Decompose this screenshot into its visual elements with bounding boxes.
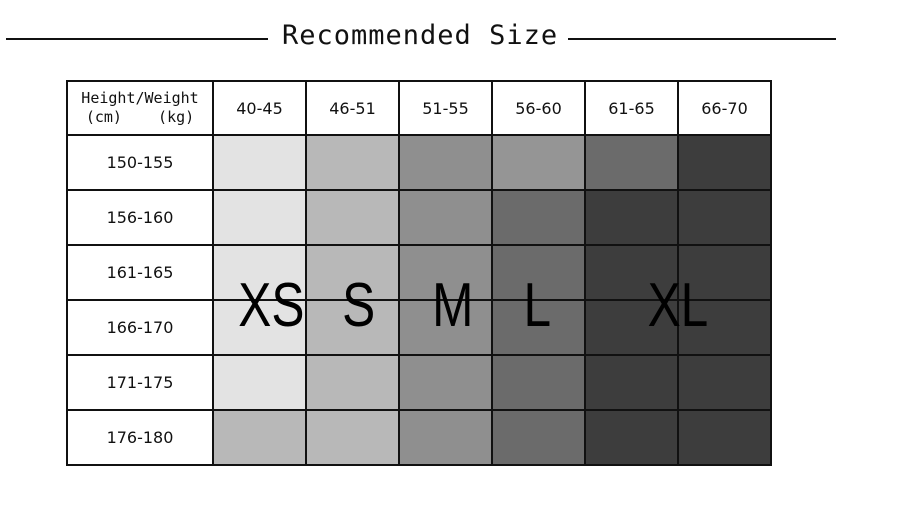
- size-cell: [212, 134, 307, 191]
- size-cell: [212, 244, 307, 301]
- size-cell: [398, 354, 493, 411]
- corner-line-2: (cm) (kg): [85, 108, 195, 126]
- size-cell: [212, 189, 307, 246]
- table-row: 166-170: [66, 299, 772, 356]
- title-rule-left: [6, 38, 268, 40]
- size-cell: [491, 244, 586, 301]
- table-row: 161-165: [66, 244, 772, 301]
- size-cell: [305, 409, 400, 466]
- size-cell: [305, 354, 400, 411]
- size-cell: [677, 244, 772, 301]
- height-cell: 161-165: [66, 244, 214, 301]
- size-cell: [398, 299, 493, 356]
- page-title: Recommended Size: [282, 20, 559, 51]
- weight-header: 56-60: [491, 80, 586, 136]
- size-cell: [398, 189, 493, 246]
- corner-line-1: Height/Weight: [81, 89, 199, 107]
- corner-header: Height/Weight (cm) (kg): [66, 80, 214, 136]
- weight-header: 66-70: [677, 80, 772, 136]
- size-label-xl: XL: [647, 271, 709, 340]
- table-row: 171-175: [66, 354, 772, 411]
- size-cell: [305, 244, 400, 301]
- size-cell: [212, 354, 307, 411]
- height-cell: 176-180: [66, 409, 214, 466]
- size-cell: [677, 299, 772, 356]
- title-rule-right: [568, 38, 836, 40]
- table-row: 156-160: [66, 189, 772, 246]
- height-cell: 171-175: [66, 354, 214, 411]
- weight-header: 51-55: [398, 80, 493, 136]
- size-cell: [491, 189, 586, 246]
- size-cell: [677, 189, 772, 246]
- size-cell: [584, 354, 679, 411]
- size-label-l: L: [523, 271, 552, 340]
- size-cell: [212, 409, 307, 466]
- size-cell: [491, 354, 586, 411]
- size-cell: [398, 409, 493, 466]
- table-row: 150-155: [66, 134, 772, 191]
- height-cell: 166-170: [66, 299, 214, 356]
- weight-header: 61-65: [584, 80, 679, 136]
- size-cell: [491, 134, 586, 191]
- size-cell: [398, 244, 493, 301]
- size-cell: [398, 134, 493, 191]
- size-cell: [584, 189, 679, 246]
- header-row: Height/Weight (cm) (kg) 40-45 46-51 51-55 56-…: [66, 80, 772, 136]
- size-cell: [305, 134, 400, 191]
- size-chart-table: Height/Weight (cm) (kg) 40-45 46-51 51-55 56-…: [66, 80, 772, 466]
- size-cell: [491, 299, 586, 356]
- weight-header: 46-51: [305, 80, 400, 136]
- size-cell: [584, 409, 679, 466]
- size-cell: [584, 299, 679, 356]
- size-cell: [677, 134, 772, 191]
- size-cell: [491, 409, 586, 466]
- title-row: Recommended Size: [0, 18, 920, 58]
- size-cell: [305, 189, 400, 246]
- size-cell: [677, 409, 772, 466]
- height-cell: 156-160: [66, 189, 214, 246]
- size-cell: [677, 354, 772, 411]
- table-row: 176-180: [66, 409, 772, 466]
- size-cell: [212, 299, 307, 356]
- size-cell: [305, 299, 400, 356]
- weight-header: 40-45: [212, 80, 307, 136]
- size-label-s: S: [342, 271, 376, 340]
- size-cell: [584, 134, 679, 191]
- size-cell: [584, 244, 679, 301]
- size-label-m: M: [432, 271, 474, 340]
- height-cell: 150-155: [66, 134, 214, 191]
- size-label-xs: XS: [238, 271, 305, 340]
